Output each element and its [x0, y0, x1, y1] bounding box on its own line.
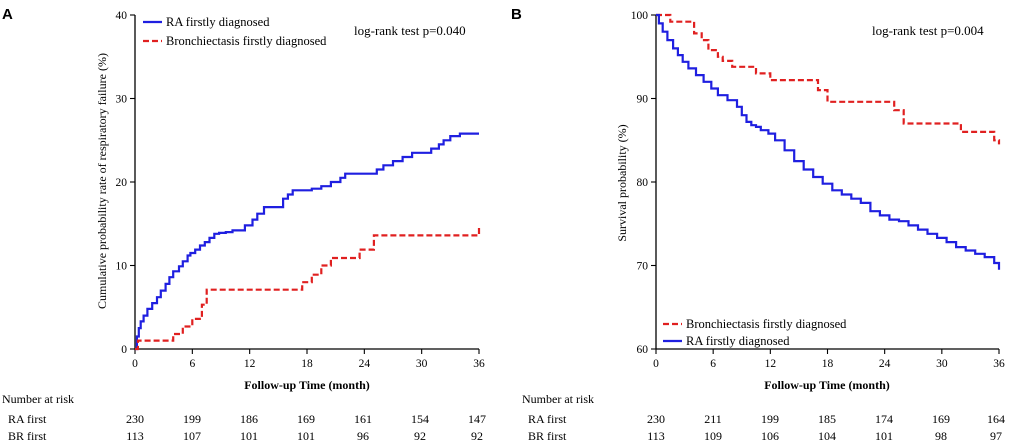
x-tick-label: 36: [993, 358, 1005, 370]
risk-a-cells: 230 199 186 169 161 154 147 113 107 101 101 96 92 92: [126, 412, 486, 443]
risk-cell: 104: [818, 429, 836, 443]
risk-cell: 230: [647, 412, 665, 426]
series-line-bronchiectasis: [135, 227, 481, 351]
y-tick-label: 100: [631, 10, 649, 22]
risk-cell: 186: [240, 412, 258, 426]
risk-cell: 113: [647, 429, 665, 443]
risk-cell: 174: [875, 412, 893, 426]
risk-a-row-label-br: BR first: [8, 429, 47, 443]
panel-a-logrank-annotation: log-rank test p=0.040: [354, 23, 466, 38]
risk-b-row-label-br: BR first: [528, 429, 567, 443]
x-tick-label: 6: [189, 358, 195, 370]
panel-a-x-ticks: 0 6 12 18 24 30 36: [132, 349, 485, 370]
risk-b-row-label-ra: RA first: [528, 412, 567, 426]
risk-cell: 101: [240, 429, 258, 443]
y-tick-label: 10: [116, 261, 128, 273]
risk-b-title: Number at risk: [522, 392, 594, 406]
x-tick-label: 12: [765, 358, 777, 370]
y-tick-label: 90: [637, 94, 649, 106]
panel-b-y-axis-label: Survival probability (%): [615, 124, 629, 241]
risk-cell: 169: [297, 412, 315, 426]
panel-b-legend: Bronchiectasis firstly diagnosed RA firs…: [663, 317, 847, 348]
risk-cell: 199: [183, 412, 201, 426]
risk-cell: 92: [414, 429, 426, 443]
series-line-bronchiectasis: [656, 13, 1001, 145]
panel-b-letter: B: [511, 6, 522, 23]
panel-b-series: [656, 13, 1001, 270]
risk-cell: 169: [932, 412, 950, 426]
risk-cell: 113: [126, 429, 144, 443]
panel-a-axes: [134, 15, 479, 350]
x-tick-label: 24: [359, 358, 371, 370]
x-tick-label: 12: [244, 358, 256, 370]
panel-a-y-ticks: 0 10 20 30 40: [116, 10, 135, 356]
panel-b-x-ticks: 0 6 12 18 24 30 36: [653, 349, 1005, 370]
panel-b-axes: [655, 15, 999, 350]
panel-a: A 0 10 20 30 40 0 6 12 18 24 30 36 Cumulative prob…: [2, 6, 486, 443]
y-tick-label: 60: [637, 344, 649, 356]
risk-cell: 230: [126, 412, 144, 426]
panel-b-risk-table: Number at risk RA first BR first 230 211 1…: [522, 392, 1005, 443]
y-tick-label: 80: [637, 177, 649, 189]
x-tick-label: 0: [653, 358, 659, 370]
panel-b: B 60 70 80 90 100 0 6 12 18 24 30 36 Survival prob…: [511, 6, 1005, 443]
risk-cell: 199: [761, 412, 779, 426]
risk-b-cells: 230 211 199 185 174 169 164 113 109 106 104 101 98 97: [647, 412, 1005, 443]
risk-cell: 106: [761, 429, 779, 443]
legend-b-label-br: Bronchiectasis firstly diagnosed: [686, 317, 847, 331]
panel-b-logrank-annotation: log-rank test p=0.004: [872, 23, 984, 38]
y-tick-label: 70: [637, 261, 649, 273]
risk-cell: 98: [935, 429, 947, 443]
legend-a-label-ra: RA firstly diagnosed: [166, 15, 270, 29]
y-tick-label: 30: [116, 94, 128, 106]
panel-a-x-axis-label: Follow-up Time (month): [244, 378, 370, 392]
risk-cell: 164: [987, 412, 1005, 426]
risk-a-title: Number at risk: [2, 392, 74, 406]
risk-cell: 185: [818, 412, 836, 426]
x-tick-label: 30: [936, 358, 948, 370]
risk-cell: 154: [411, 412, 429, 426]
risk-cell: 92: [471, 429, 483, 443]
risk-cell: 107: [183, 429, 201, 443]
panel-b-y-ticks: 60 70 80 90 100: [631, 10, 656, 356]
risk-cell: 101: [875, 429, 893, 443]
panel-a-legend: RA firstly diagnosed Bronchiectasis firs…: [143, 15, 327, 48]
risk-cell: 97: [990, 429, 1002, 443]
x-tick-label: 24: [879, 358, 891, 370]
panel-a-letter: A: [2, 6, 13, 23]
panel-a-series: [135, 132, 481, 351]
legend-b-label-ra: RA firstly diagnosed: [686, 334, 790, 348]
series-line-ra: [656, 13, 1001, 270]
x-tick-label: 36: [473, 358, 485, 370]
risk-cell: 109: [704, 429, 722, 443]
risk-cell: 96: [357, 429, 369, 443]
y-tick-label: 20: [116, 177, 128, 189]
y-tick-label: 0: [121, 344, 127, 356]
series-line-ra: [135, 132, 479, 351]
panel-a-risk-table: Number at risk RA first BR first 230 199 1…: [2, 392, 486, 443]
risk-cell: 101: [297, 429, 315, 443]
x-tick-label: 18: [822, 358, 834, 370]
risk-cell: 161: [354, 412, 372, 426]
legend-a-label-br: Bronchiectasis firstly diagnosed: [166, 34, 327, 48]
panel-a-y-axis-label: Cumulative probability rate of respirato…: [95, 53, 109, 309]
panel-b-x-axis-label: Follow-up Time (month): [764, 378, 890, 392]
risk-cell: 211: [704, 412, 722, 426]
x-tick-label: 30: [416, 358, 428, 370]
x-tick-label: 18: [301, 358, 313, 370]
risk-a-row-label-ra: RA first: [8, 412, 47, 426]
y-tick-label: 40: [116, 10, 128, 22]
risk-cell: 147: [468, 412, 486, 426]
x-tick-label: 6: [710, 358, 716, 370]
x-tick-label: 0: [132, 358, 138, 370]
